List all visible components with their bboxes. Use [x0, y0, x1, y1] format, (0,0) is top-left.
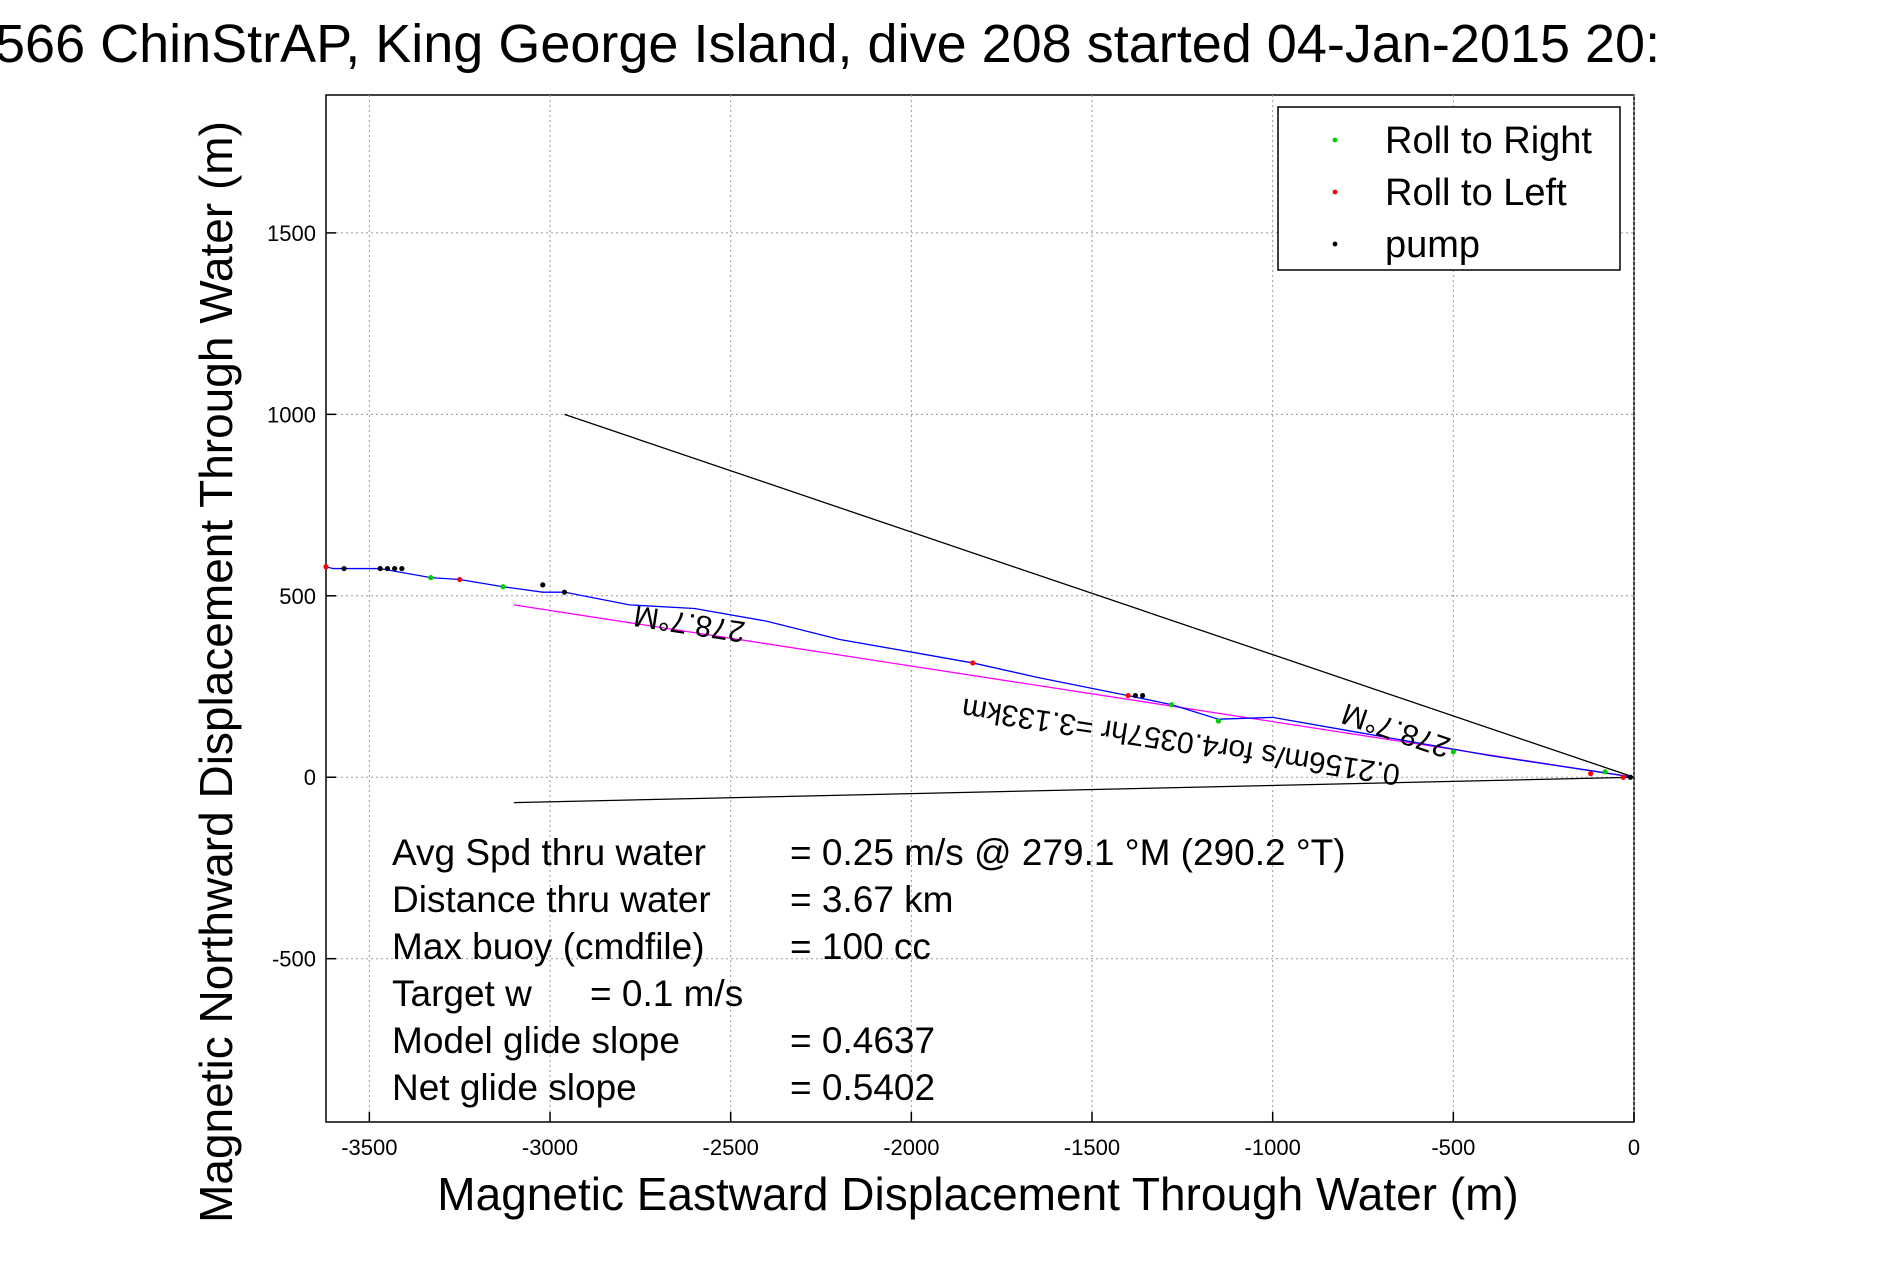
x-tick-label: -1500: [1064, 1135, 1120, 1160]
roll-left-marker: [323, 564, 329, 570]
x-tick-labels: -3500 -3000 -2500 -2000 -1500 -1000 -500 0: [341, 1135, 1640, 1160]
legend-label: Roll to Left: [1385, 172, 1567, 214]
annotation-label: Net glide slope: [392, 1067, 637, 1108]
roll-left-marker: [970, 660, 976, 666]
annotation-value: = 100 cc: [790, 926, 931, 967]
marker-layer: [323, 564, 1633, 780]
annotation-value: = 0.25 m/s @ 279.1 °M (290.2 °T): [790, 832, 1346, 873]
x-tick-label: 0: [1628, 1135, 1640, 1160]
y-tick-labels: -500 0 500 1000 1500: [267, 221, 316, 972]
x-tick-label: -2500: [703, 1135, 759, 1160]
y-tick-label: -500: [272, 947, 316, 972]
y-tick-label: 500: [279, 584, 316, 609]
y-axis-label: Magnetic Northward Displacement Through …: [190, 121, 242, 1223]
lower-bound-line: [513, 776, 1635, 804]
track-layer: [325, 566, 1635, 778]
x-tick-label: -3000: [522, 1135, 578, 1160]
roll-right-marker: [500, 584, 506, 590]
x-tick-label: -3500: [341, 1135, 397, 1160]
roll-right-marker: [428, 575, 434, 581]
annotation-label: Model glide slope: [392, 1020, 680, 1061]
pump-marker: [1627, 774, 1633, 780]
roll-right-marker: [1215, 718, 1222, 724]
legend-swatch: [1332, 137, 1338, 143]
legend: Roll to Right Roll to Left pump: [1277, 106, 1621, 271]
pump-marker: [341, 565, 347, 572]
annotation-label: Target w: [392, 973, 532, 1014]
legend-swatch: [1332, 241, 1338, 247]
pump-marker: [392, 565, 398, 572]
y-tick-label: 0: [304, 765, 316, 790]
chart-title: 566 ChinStrAP, King George Island, dive …: [0, 14, 1660, 74]
pump-marker: [540, 582, 546, 588]
roll-left-marker: [1588, 771, 1594, 777]
pump-marker: [1132, 692, 1138, 699]
pump-marker: [377, 565, 383, 572]
legend-label: Roll to Right: [1385, 120, 1592, 162]
annotation-value: = 3.67 km: [790, 879, 954, 920]
annotation-value: = 0.5402: [790, 1067, 935, 1108]
roll-left-marker: [1620, 774, 1626, 780]
annotation-value: = 0.1 m/s: [590, 973, 743, 1014]
upper-bound-line: [564, 413, 1635, 778]
pump-marker: [1139, 692, 1146, 699]
annotation-label: Max buoy (cmdfile): [392, 926, 705, 967]
track-line: [325, 566, 1635, 778]
roll-right-marker: [1168, 702, 1175, 708]
annotation-block: Avg Spd thru water = 0.25 m/s @ 279.1 °M …: [392, 832, 1346, 1108]
roll-left-marker: [457, 576, 463, 583]
roll-right-marker: [1450, 749, 1456, 755]
x-tick-label: -1000: [1245, 1135, 1301, 1160]
x-axis-label: Magnetic Eastward Displacement Through W…: [437, 1168, 1518, 1220]
legend-swatch: [1332, 189, 1338, 195]
annotation-label: Avg Spd thru water: [392, 832, 706, 873]
annotation-value: = 0.4637: [790, 1020, 935, 1061]
legend-entries: Roll to Right Roll to Left pump: [1332, 120, 1592, 266]
pump-marker: [561, 589, 568, 595]
pump-marker: [384, 565, 391, 572]
roll-left-marker: [1125, 692, 1131, 699]
roll-right-marker: [1602, 769, 1608, 775]
y-tick-label: 1500: [267, 221, 316, 246]
y-tick-label: 1000: [267, 402, 316, 427]
legend-label: pump: [1385, 224, 1480, 266]
x-tick-label: -500: [1431, 1135, 1475, 1160]
annotation-label: Distance thru water: [392, 879, 711, 920]
x-tick-label: -2000: [883, 1135, 939, 1160]
pump-marker: [399, 565, 405, 572]
